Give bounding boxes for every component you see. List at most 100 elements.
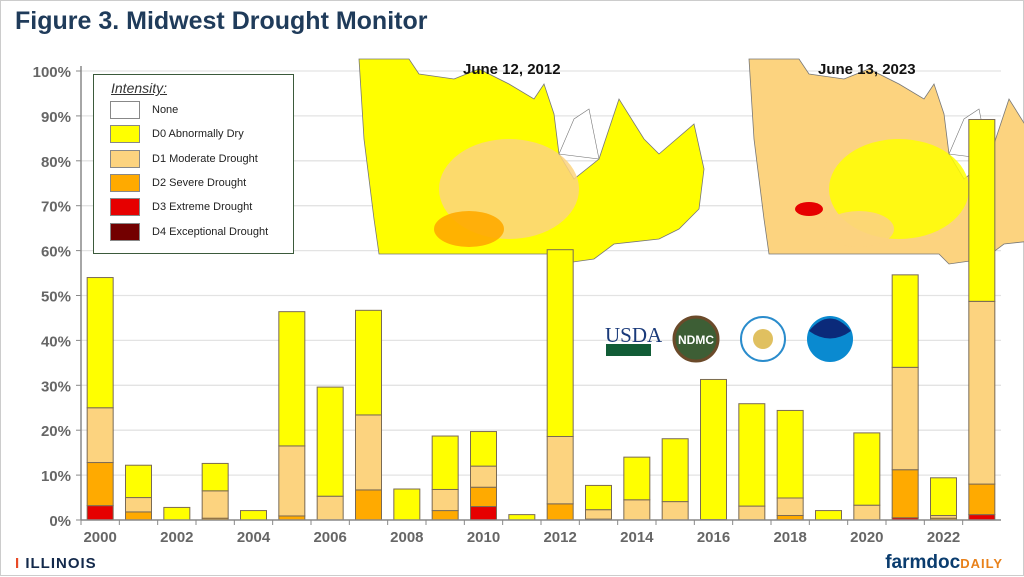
x-tick-label: 2004 [237, 529, 271, 546]
legend-swatch [110, 150, 140, 168]
legend-item: D4 Exceptional Drought [94, 219, 293, 243]
legend-label: None [152, 104, 178, 116]
x-tick-label: 2006 [313, 529, 346, 546]
usda-logo-field [606, 344, 651, 356]
bar-segment-2006-D1 [317, 496, 343, 520]
bar-segment-2018-D0 [777, 410, 803, 498]
bar-segment-2014-D0 [624, 457, 650, 500]
map-extreme-area [795, 202, 823, 216]
bar-segment-2002-D0 [164, 507, 190, 520]
legend-swatch [110, 101, 140, 119]
x-tick-label: 2012 [543, 529, 576, 546]
legend-label: D1 Moderate Drought [152, 153, 258, 165]
map-severe-area [434, 211, 504, 247]
bar-segment-2012-D0 [547, 250, 573, 437]
legend-item: D3 Extreme Drought [94, 195, 293, 219]
farmdoc-logo: farmdocDAILY [885, 552, 1003, 574]
bar-segment-2010-D2 [471, 487, 497, 506]
x-tick-label: 2018 [773, 529, 806, 546]
bar-segment-2007-D2 [356, 490, 382, 520]
bar-segment-2018-D1 [777, 498, 803, 516]
bar-segment-2009-D0 [432, 436, 458, 489]
x-tick-label: 2014 [620, 529, 654, 546]
bar-segment-2009-D1 [432, 489, 458, 510]
x-tick-label: 2000 [83, 529, 116, 546]
bar-segment-2001-D1 [126, 498, 152, 512]
bar-segment-2016-D0 [701, 379, 727, 519]
bar-segment-2003-D1 [202, 491, 228, 518]
bar-segment-2008-D0 [394, 489, 420, 520]
x-tick-label: 2016 [697, 529, 730, 546]
legend-label: D4 Exceptional Drought [152, 226, 268, 238]
bar-segment-2017-D1 [739, 506, 765, 520]
map-label-2023: June 13, 2023 [818, 61, 916, 78]
bar-segment-2010-D1 [471, 466, 497, 487]
bar-segment-2023-D2 [969, 484, 995, 515]
y-tick-label: 80% [41, 154, 71, 171]
map-severe-area [824, 211, 894, 247]
bar-segment-2015-D0 [662, 439, 688, 502]
bar-segment-2000-D2 [87, 463, 113, 506]
legend-swatch [110, 125, 140, 143]
legend-swatch [110, 223, 140, 241]
legend-label: D3 Extreme Drought [152, 201, 252, 213]
bar-segment-2007-D1 [356, 415, 382, 490]
bar-segment-2011-D0 [509, 515, 535, 520]
bar-segment-2000-D3 [87, 506, 113, 520]
legend-item: None [94, 98, 293, 122]
bar-segment-2023-D3 [969, 515, 995, 520]
bar-segment-2012-D1 [547, 436, 573, 503]
bar-segment-2000-D0 [87, 278, 113, 408]
bar-segment-2023-D0 [969, 119, 995, 301]
legend-item: D1 Moderate Drought [94, 147, 293, 171]
commerce-seal-center [753, 329, 773, 349]
x-tick-label: 2010 [467, 529, 500, 546]
bar-segment-2013-D1 [586, 510, 612, 519]
legend-title: Intensity: [111, 80, 293, 96]
y-tick-label: 0% [49, 513, 71, 530]
legend-swatch [110, 174, 140, 192]
bar-segment-2021-D2 [892, 470, 918, 518]
legend-item: D0 Abnormally Dry [94, 122, 293, 146]
bar-segment-2010-D0 [471, 432, 497, 467]
bar-segment-2023-D1 [969, 301, 995, 484]
map-2012 [359, 59, 704, 264]
map-label-2012: June 12, 2012 [463, 61, 561, 78]
bar-segment-2022-D0 [931, 478, 957, 516]
x-tick-label: 2020 [850, 529, 883, 546]
bar-segment-2019-D0 [816, 511, 842, 520]
bar-segment-2013-D0 [586, 485, 612, 509]
x-tick-label: 2008 [390, 529, 423, 546]
illinois-i-icon: I [15, 555, 25, 572]
bar-segment-2009-D2 [432, 511, 458, 520]
bar-segment-2014-D1 [624, 500, 650, 520]
legend-swatch [110, 198, 140, 216]
illinois-logo: I ILLINOIS [15, 555, 97, 572]
legend-label: D2 Severe Drought [152, 177, 246, 189]
bar-segment-2001-D0 [126, 465, 152, 497]
legend-item: D2 Severe Drought [94, 171, 293, 195]
y-tick-label: 90% [41, 109, 71, 126]
x-tick-label: 2002 [160, 529, 193, 546]
bar-segment-2006-D0 [317, 387, 343, 496]
bar-segment-2020-D0 [854, 433, 880, 505]
legend-label: D0 Abnormally Dry [152, 128, 244, 140]
bar-segment-2007-D0 [356, 310, 382, 415]
bar-segment-2001-D2 [126, 512, 152, 520]
y-tick-label: 20% [41, 423, 71, 440]
bar-segment-2021-D1 [892, 367, 918, 469]
y-tick-label: 70% [41, 199, 71, 216]
bar-segment-2020-D1 [854, 505, 880, 520]
bar-segment-2017-D0 [739, 404, 765, 506]
bar-segment-2015-D1 [662, 502, 688, 520]
x-tick-label: 2022 [927, 529, 960, 546]
y-tick-label: 30% [41, 378, 71, 395]
y-tick-label: 60% [41, 244, 71, 261]
bar-segment-2005-D1 [279, 446, 305, 516]
bar-segment-2004-D0 [241, 511, 267, 520]
bar-segment-2003-D0 [202, 463, 228, 490]
ndmc-logo-text: NDMC [678, 333, 714, 347]
y-tick-label: 10% [41, 468, 71, 485]
y-tick-label: 40% [41, 333, 71, 350]
